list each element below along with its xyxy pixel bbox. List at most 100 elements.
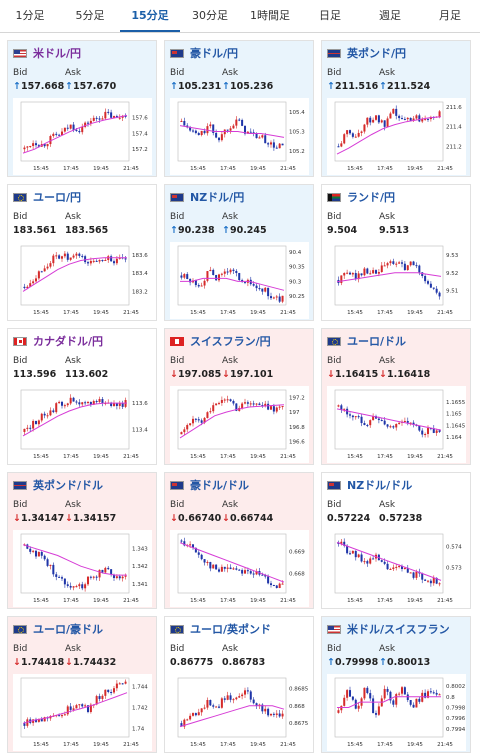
mini-chart[interactable]: 9.53 9.52 9.51 15:45 17:45 19:45 21:45: [327, 242, 466, 319]
plot-frame: [334, 677, 444, 738]
candle-up: [241, 694, 244, 697]
mini-chart[interactable]: 1.343 1.342 1.341 15:45 17:45 19:45 21:45: [13, 530, 152, 607]
pair-title[interactable]: 英ポンド/ドル: [13, 477, 151, 493]
bid-value: ↑211.516: [327, 81, 379, 92]
pair-name[interactable]: ユーロ/ドル: [347, 335, 407, 348]
candle-down: [258, 403, 261, 406]
rate-card[interactable]: NZドル/円 Bid Ask ↑90.238 ↑90.245 90.4 90.35 90.3 9…: [164, 184, 314, 321]
mini-chart[interactable]: 183.6 183.4 183.2 15:45 17:45 19:45 21:45: [13, 242, 152, 319]
pair-title[interactable]: 豪ドル/円: [170, 45, 308, 61]
mini-chart[interactable]: 211.6 211.4 211.2 15:45 17:45 19:45 21:45: [327, 98, 466, 175]
mini-chart[interactable]: 0.8002 0.8 0.7998 0.7996 0.7994 15:45 17:45 19:…: [327, 674, 466, 751]
rate-card[interactable]: 米ドル/スイスフラン Bid Ask ↑0.79998 ↑0.80013 0.8002 0.…: [321, 616, 471, 753]
pair-title[interactable]: NZドル/ドル: [327, 477, 465, 493]
tab-0[interactable]: 1分足: [15, 9, 45, 22]
rate-card[interactable]: ランド/円 Bid Ask 9.504 9.513 9.53 9.52 9.51 15:45 17…: [321, 184, 471, 321]
rate-card[interactable]: ユーロ/ドル Bid Ask ↓1.16415 ↓1.16418 1.1655 1.165 1…: [321, 328, 471, 465]
pair-title[interactable]: 米ドル/円: [13, 45, 151, 61]
pair-name[interactable]: ユーロ/円: [33, 191, 82, 204]
moving-average-line: [336, 116, 442, 155]
pair-name[interactable]: ランド/円: [347, 191, 396, 204]
pair-title[interactable]: ユーロ/豪ドル: [13, 621, 151, 637]
plot-frame: [20, 677, 130, 738]
rate-card[interactable]: ユーロ/円 Bid Ask 183.561 183.565 183.6 183.4 183.2…: [7, 184, 157, 321]
rate-card[interactable]: カナダドル/円 Bid Ask 113.596 113.602 113.6 113.4 15:…: [7, 328, 157, 465]
mini-chart[interactable]: 90.4 90.35 90.3 90.25 15:45 17:45 19:45 21:45: [170, 242, 309, 319]
tab-6[interactable]: 週足: [379, 9, 401, 22]
pair-title[interactable]: 豪ドル/ドル: [170, 477, 308, 493]
pair-title[interactable]: 英ポンド/円: [327, 45, 465, 61]
bid-ask-labels: Bid Ask: [170, 356, 308, 366]
candle-up: [389, 426, 392, 428]
pair-title[interactable]: ユーロ/円: [13, 189, 151, 205]
pair-name[interactable]: 豪ドル/ドル: [190, 479, 250, 492]
candle-down: [232, 269, 235, 271]
x-tick-label: 17:45: [220, 742, 236, 748]
pair-title[interactable]: スイスフラン/円: [170, 333, 308, 349]
mini-chart[interactable]: 0.574 0.573 15:45 17:45 19:45 21:45: [327, 530, 466, 607]
candle-down: [43, 144, 46, 147]
mini-chart[interactable]: 197.2 197 196.8 196.6 15:45 17:45 19:45 21:45: [170, 386, 309, 463]
pair-title[interactable]: NZドル/円: [170, 189, 308, 205]
bid-label: Bid: [13, 644, 28, 654]
pair-name[interactable]: NZドル/円: [190, 191, 245, 204]
tab-3[interactable]: 30分足: [192, 9, 228, 22]
mini-chart[interactable]: 1.744 1.742 1.74 15:45 17:45 19:45 21:45: [13, 674, 152, 751]
rate-card[interactable]: 豪ドル/円 Bid Ask ↑105.231 ↑105.236 105.4 105.3 105…: [164, 40, 314, 177]
tab-5[interactable]: 日足: [319, 9, 341, 22]
candle-down: [278, 296, 281, 302]
rate-card[interactable]: ユーロ/英ポンド Bid Ask 0.86775 0.86783 0.8685 0.868 0…: [164, 616, 314, 753]
rate-card[interactable]: ユーロ/豪ドル Bid Ask ↓1.74418 ↓1.74432 1.744 1.742 1…: [7, 616, 157, 753]
pair-name[interactable]: 英ポンド/円: [347, 47, 407, 60]
pair-name[interactable]: 米ドル/スイスフラン: [347, 623, 450, 636]
mini-chart[interactable]: 113.6 113.4 15:45 17:45 19:45 21:45: [13, 386, 152, 463]
candle-up: [101, 118, 104, 120]
candlestick-chart: 157.6 157.4 157.2 15:45 17:45 19:45 21:45: [20, 101, 148, 172]
tab-7[interactable]: 月足: [439, 9, 461, 22]
pair-name[interactable]: NZドル/ドル: [347, 479, 413, 492]
pair-name[interactable]: 英ポンド/ドル: [33, 479, 104, 492]
ask-label: Ask: [222, 212, 239, 222]
candle-down: [52, 564, 55, 575]
candle-up: [415, 115, 418, 119]
rate-card[interactable]: 豪ドル/ドル Bid Ask ↓0.66740 ↓0.66744 0.669 0.668 15…: [164, 472, 314, 609]
pair-name[interactable]: カナダドル/円: [33, 335, 104, 348]
pair-name[interactable]: ユーロ/英ポンド: [190, 623, 272, 636]
mini-chart[interactable]: 157.6 157.4 157.2 15:45 17:45 19:45 21:45: [13, 98, 152, 175]
pair-name[interactable]: スイスフラン/円: [190, 335, 271, 348]
mini-chart[interactable]: 105.4 105.3 105.2 15:45 17:45 19:45 21:45: [170, 98, 309, 175]
x-tick-label: 21:45: [437, 166, 453, 172]
candlestick-chart: 113.6 113.4 15:45 17:45 19:45 21:45: [20, 389, 148, 460]
rate-card[interactable]: 米ドル/円 Bid Ask ↑157.668 ↑157.670 157.6 157.4 157…: [7, 40, 157, 177]
candle-up: [124, 681, 127, 684]
pair-name[interactable]: 豪ドル/円: [190, 47, 239, 60]
mini-chart[interactable]: 1.1655 1.165 1.1645 1.164 15:45 17:45 19:45 21:…: [327, 386, 466, 463]
candle-down: [95, 260, 98, 262]
rate-card[interactable]: スイスフラン/円 Bid Ask ↓197.085 ↓197.101 197.2 197 19…: [164, 328, 314, 465]
pair-name[interactable]: 米ドル/円: [33, 47, 82, 60]
candle-down: [58, 134, 61, 136]
candle-down: [255, 285, 258, 289]
pair-title[interactable]: ユーロ/ドル: [327, 333, 465, 349]
candle-up: [32, 143, 35, 147]
pair-title[interactable]: ユーロ/英ポンド: [170, 621, 308, 637]
candle-down: [86, 262, 90, 264]
ask-label: Ask: [65, 356, 82, 366]
pair-title[interactable]: ランド/円: [327, 189, 465, 205]
rate-card[interactable]: 英ポンド/円 Bid Ask ↑211.516 ↑211.524 211.6 211.4 21…: [321, 40, 471, 177]
ask-label: Ask: [222, 500, 239, 510]
tab-1[interactable]: 5分足: [75, 9, 105, 22]
tab-2[interactable]: 15分足: [120, 0, 180, 32]
bid-label: Bid: [327, 644, 342, 654]
pair-title[interactable]: カナダドル/円: [13, 333, 151, 349]
rate-card[interactable]: NZドル/ドル Bid Ask 0.57224 0.57238 0.574 0.573 15:…: [321, 472, 471, 609]
candle-down: [241, 119, 244, 126]
pair-name[interactable]: ユーロ/豪ドル: [33, 623, 104, 636]
candle-up: [272, 297, 275, 299]
x-tick-label: 15:45: [347, 598, 363, 604]
mini-chart[interactable]: 0.669 0.668 15:45 17:45 19:45 21:45: [170, 530, 309, 607]
pair-title[interactable]: 米ドル/スイスフラン: [327, 621, 465, 637]
tab-4[interactable]: 1時間足: [250, 9, 290, 22]
mini-chart[interactable]: 0.8685 0.868 0.8675 15:45 17:45 19:45 21:45: [170, 674, 309, 751]
rate-card[interactable]: 英ポンド/ドル Bid Ask ↓1.34147 ↓1.34157 1.343 1.342 1…: [7, 472, 157, 609]
